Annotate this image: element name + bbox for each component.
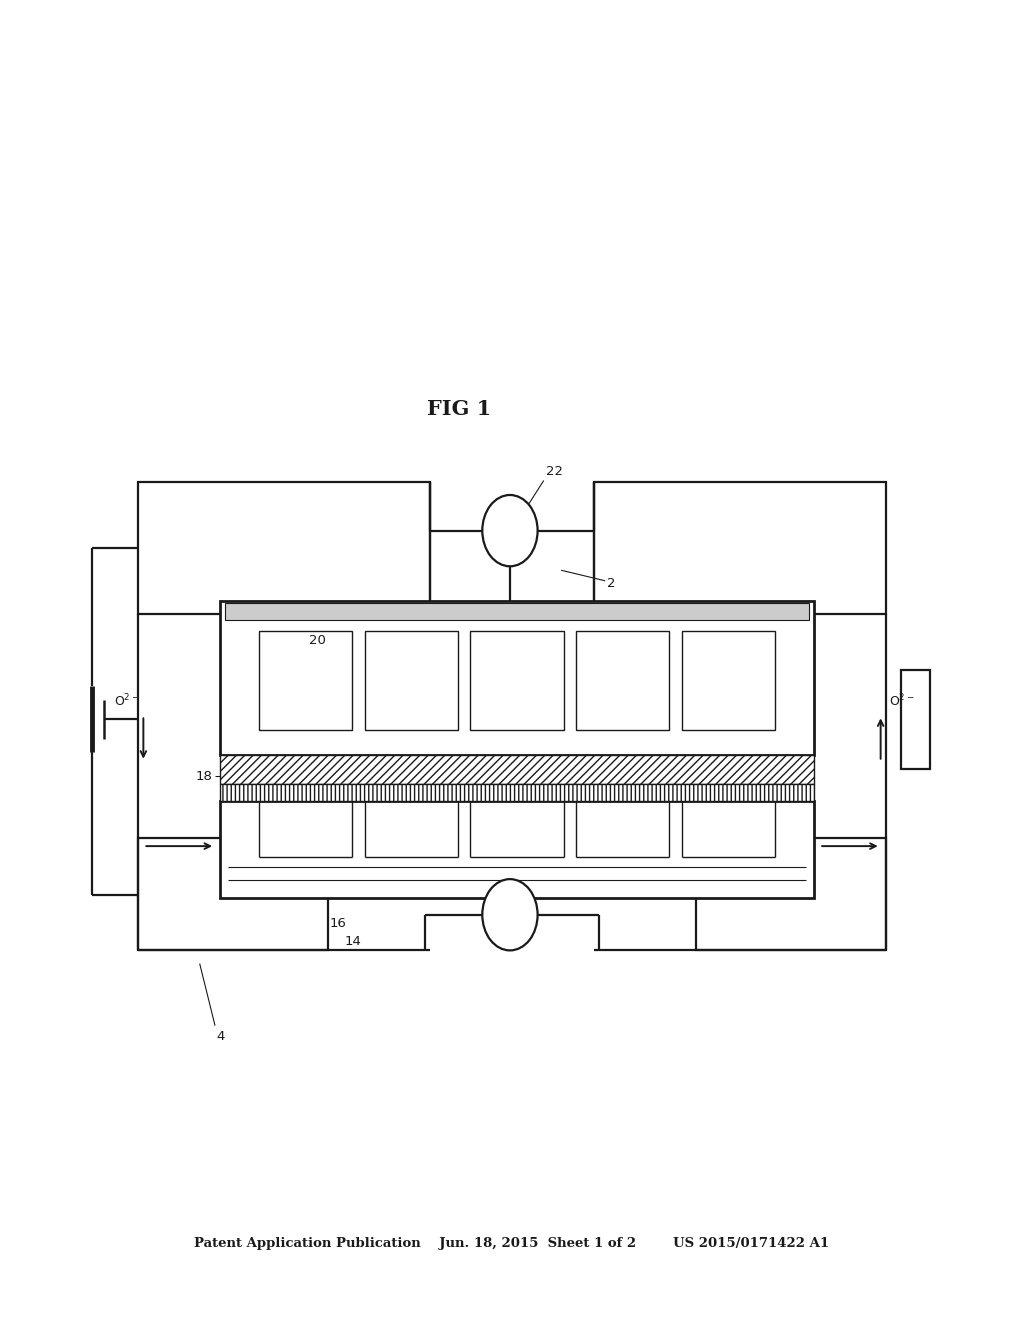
Bar <box>577 631 670 730</box>
Text: Patent Application Publication    Jun. 18, 2015  Sheet 1 of 2        US 2015/017: Patent Application Publication Jun. 18, … <box>195 1237 829 1250</box>
Bar <box>682 631 775 730</box>
Bar <box>696 838 886 950</box>
Text: 18: 18 <box>196 770 212 783</box>
Bar <box>138 838 328 950</box>
Bar <box>220 601 814 755</box>
Circle shape <box>482 879 538 950</box>
Bar <box>259 631 352 730</box>
Text: FIG 1: FIG 1 <box>427 399 490 420</box>
Text: 20: 20 <box>309 634 326 647</box>
Text: 4: 4 <box>216 1030 224 1043</box>
Bar <box>901 671 930 768</box>
Bar <box>220 755 814 784</box>
Bar <box>220 801 814 898</box>
Bar <box>470 631 564 730</box>
Text: 2: 2 <box>607 577 615 590</box>
Text: 16: 16 <box>330 917 346 931</box>
Bar <box>594 482 886 614</box>
Bar <box>365 631 458 730</box>
Bar <box>138 482 430 614</box>
Text: 22: 22 <box>546 465 563 478</box>
Circle shape <box>482 495 538 566</box>
Text: O$^{2-}$: O$^{2-}$ <box>114 692 139 709</box>
Bar <box>220 784 814 801</box>
Bar <box>225 603 809 620</box>
Text: O$^{2-}$: O$^{2-}$ <box>889 692 914 709</box>
Text: 14: 14 <box>345 935 361 948</box>
